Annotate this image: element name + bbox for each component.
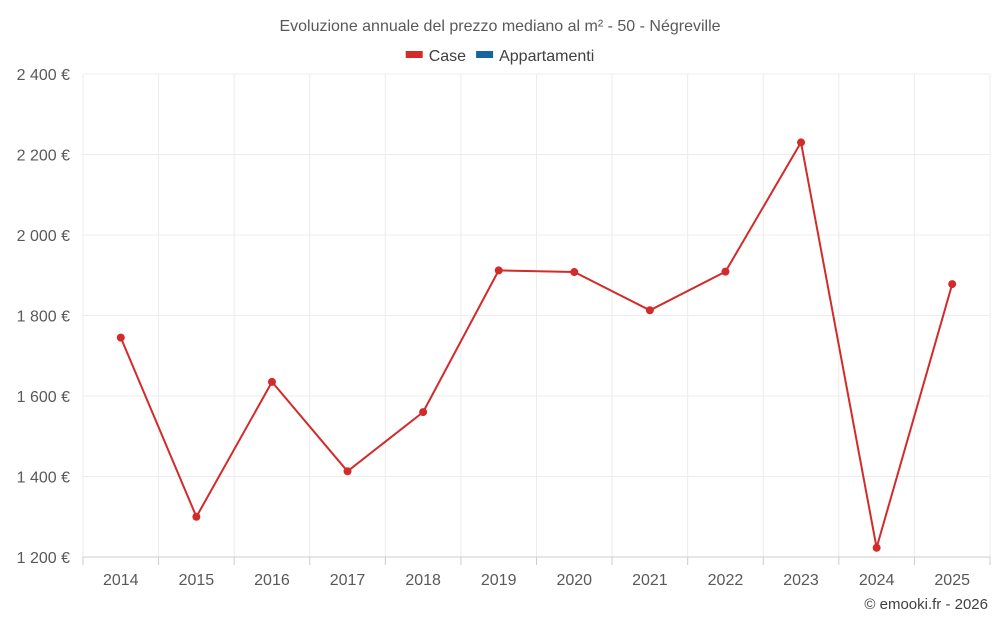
data-point xyxy=(948,280,957,289)
chart-title: Evoluzione annuale del prezzo mediano al… xyxy=(279,18,720,35)
y-tick-label: 1 800 € xyxy=(17,309,70,326)
legend: Case Appartamenti xyxy=(405,48,594,65)
y-tick-label: 2 400 € xyxy=(17,67,70,84)
x-tick-label: 2018 xyxy=(405,572,441,589)
data-point xyxy=(872,543,881,552)
x-tick-label: 2015 xyxy=(179,572,215,589)
grid xyxy=(82,73,991,557)
y-tick-label: 2 200 € xyxy=(17,148,70,165)
legend-item-appartamenti: Appartamenti xyxy=(476,48,594,65)
data-point xyxy=(797,138,806,147)
legend-label: Case xyxy=(429,48,466,65)
x-tick-label: 2022 xyxy=(708,572,744,589)
data-point xyxy=(645,306,654,315)
data-point xyxy=(343,467,352,476)
y-tick-label: 2 000 € xyxy=(17,228,70,245)
x-tick-label: 2020 xyxy=(556,572,592,589)
data-point xyxy=(267,377,276,386)
y-tick-label: 1 400 € xyxy=(17,470,70,487)
axes: 1 200 € 1 400 € 1 600 € 1 800 € 2 000 € 2 200… xyxy=(17,67,991,589)
x-tick-label: 2019 xyxy=(481,572,517,589)
x-tick-label: 2014 xyxy=(103,572,139,589)
y-tick-label: 1 200 € xyxy=(17,550,70,567)
x-tick-label: 2024 xyxy=(859,572,895,589)
legend-label: Appartamenti xyxy=(499,48,594,65)
data-point xyxy=(570,268,579,277)
data-point xyxy=(494,266,503,275)
series-layer xyxy=(116,138,957,552)
x-tick-label: 2016 xyxy=(254,572,290,589)
x-tick-label: 2021 xyxy=(632,572,668,589)
data-point xyxy=(192,512,201,521)
data-point xyxy=(721,267,730,276)
y-tick-label: 1 600 € xyxy=(17,389,70,406)
x-tick-label: 2025 xyxy=(934,572,970,589)
legend-swatch xyxy=(476,51,494,58)
credit-text: © emooki.fr - 2026 xyxy=(864,596,988,613)
legend-swatch xyxy=(405,51,423,58)
data-point xyxy=(116,333,125,342)
x-tick-label: 2017 xyxy=(330,572,366,589)
legend-item-case: Case xyxy=(405,48,466,65)
data-point xyxy=(419,408,428,417)
x-tick-label: 2023 xyxy=(783,572,819,589)
series-line-case xyxy=(119,141,954,549)
